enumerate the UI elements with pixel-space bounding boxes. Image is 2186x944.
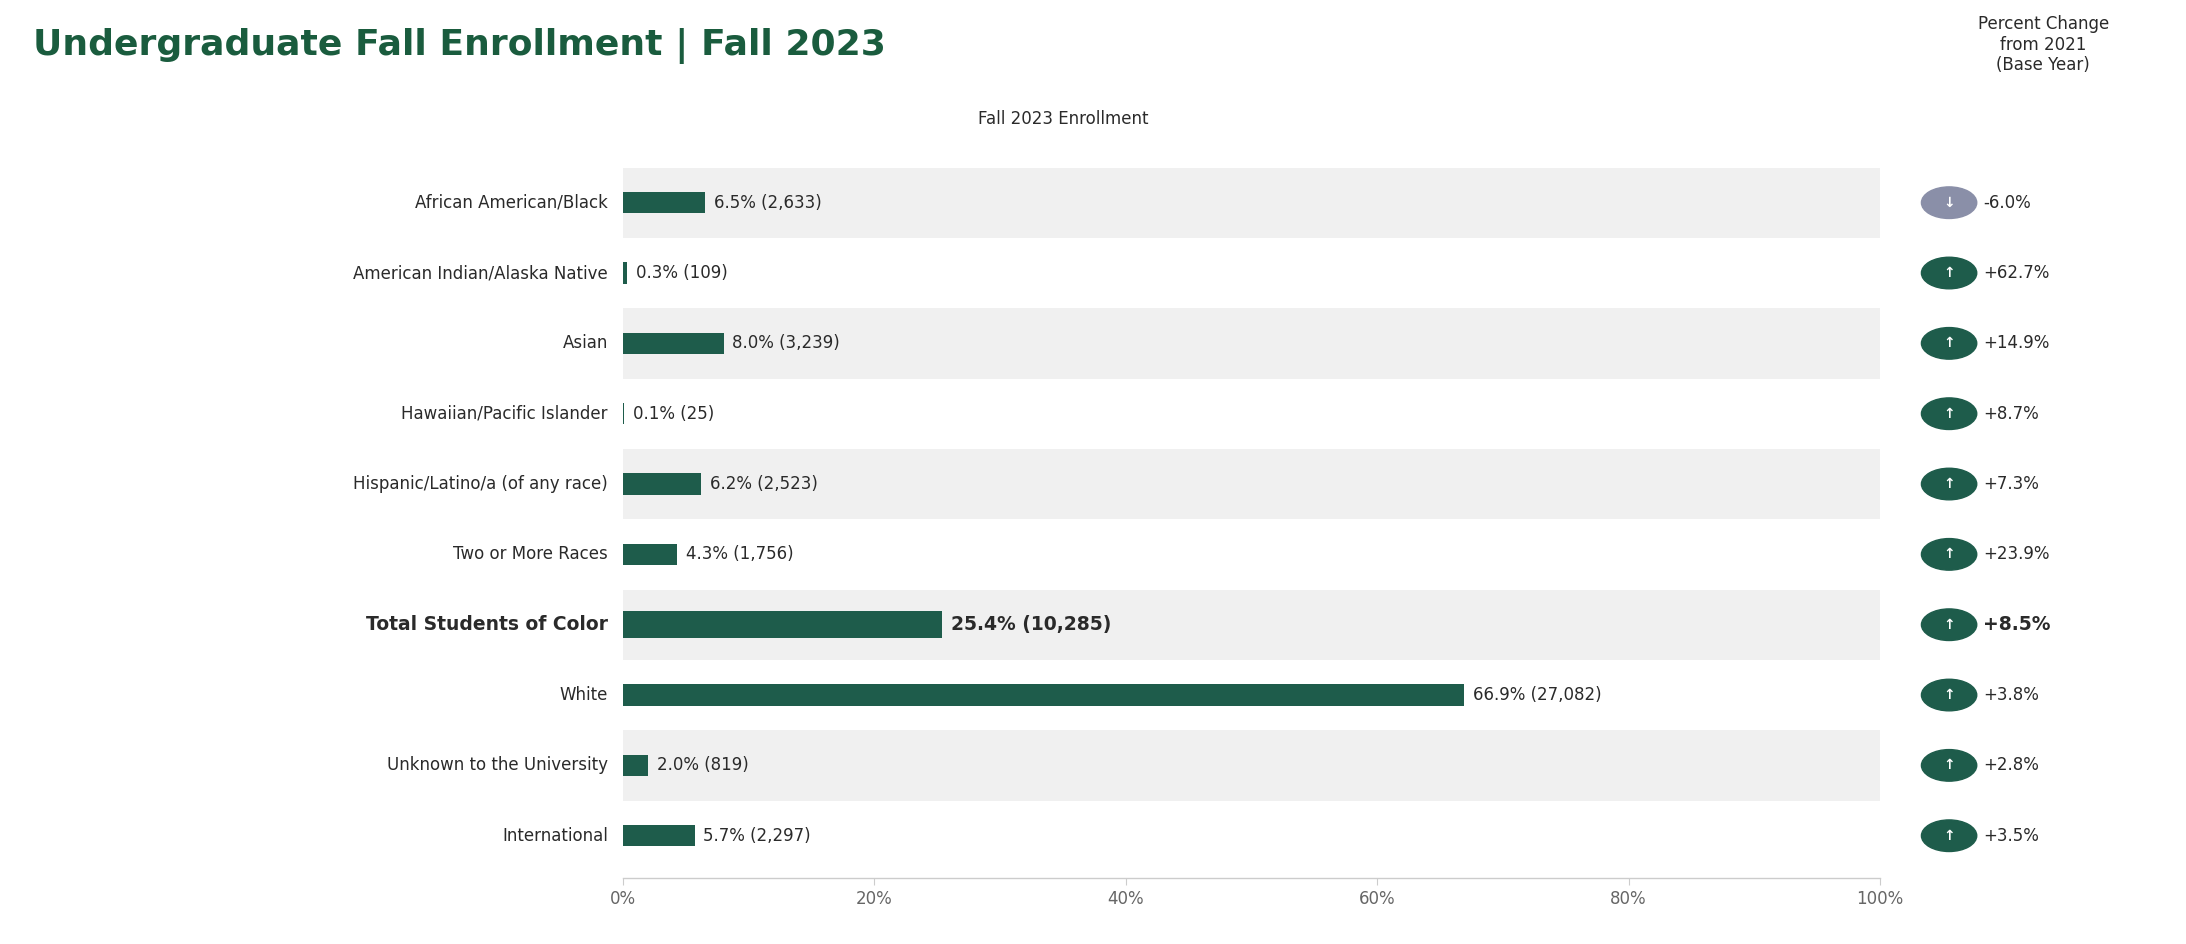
Text: +3.5%: +3.5% (1983, 827, 2040, 845)
Bar (623, 262, 627, 283)
Text: 8.0% (3,239): 8.0% (3,239) (732, 334, 839, 352)
Bar (623, 193, 704, 213)
Circle shape (1921, 539, 1976, 570)
Bar (623, 448, 1880, 519)
Text: +7.3%: +7.3% (1983, 475, 2040, 493)
Circle shape (1921, 468, 1976, 499)
Text: 0.3% (109): 0.3% (109) (636, 264, 728, 282)
Circle shape (1921, 820, 1976, 851)
Text: African American/Black: African American/Black (415, 194, 608, 211)
Text: Percent Change
from 2021
(Base Year): Percent Change from 2021 (Base Year) (1978, 15, 2109, 75)
Circle shape (1921, 680, 1976, 711)
Circle shape (1921, 328, 1976, 359)
Text: Hispanic/Latino/a (of any race): Hispanic/Latino/a (of any race) (354, 475, 608, 493)
Text: ↓: ↓ (1943, 195, 1954, 210)
Text: 4.3% (1,756): 4.3% (1,756) (686, 546, 794, 564)
Text: International: International (503, 827, 608, 845)
Text: 6.5% (2,633): 6.5% (2,633) (713, 194, 822, 211)
Text: ↑: ↑ (1943, 617, 1954, 632)
Text: -6.0%: -6.0% (1983, 194, 2031, 211)
Text: ↑: ↑ (1943, 336, 1954, 350)
Bar (623, 167, 1880, 238)
Bar (623, 474, 702, 495)
Text: +8.7%: +8.7% (1983, 405, 2040, 423)
Bar (623, 731, 1880, 801)
Text: +3.8%: +3.8% (1983, 686, 2040, 704)
Text: Hawaiian/Pacific Islander: Hawaiian/Pacific Islander (402, 405, 608, 423)
Bar (623, 684, 1465, 705)
Text: Unknown to the University: Unknown to the University (387, 756, 608, 774)
Circle shape (1921, 750, 1976, 782)
Text: ↑: ↑ (1943, 758, 1954, 772)
Circle shape (1921, 257, 1976, 289)
Text: +2.8%: +2.8% (1983, 756, 2040, 774)
Circle shape (1921, 398, 1976, 430)
Text: ↑: ↑ (1943, 829, 1954, 843)
Text: 25.4% (10,285): 25.4% (10,285) (951, 615, 1110, 634)
Bar (623, 333, 724, 354)
Bar (623, 825, 695, 846)
Text: ↑: ↑ (1943, 548, 1954, 562)
Text: White: White (560, 686, 608, 704)
Text: ↑: ↑ (1943, 266, 1954, 280)
Circle shape (1921, 609, 1976, 640)
Text: +14.9%: +14.9% (1983, 334, 2050, 352)
Text: +23.9%: +23.9% (1983, 546, 2050, 564)
Bar (623, 544, 678, 565)
Text: ↑: ↑ (1943, 688, 1954, 702)
Text: +8.5%: +8.5% (1983, 615, 2050, 634)
Text: 0.1% (25): 0.1% (25) (634, 405, 715, 423)
Text: ↑: ↑ (1943, 477, 1954, 491)
Circle shape (1921, 187, 1976, 218)
Text: Asian: Asian (562, 334, 608, 352)
Text: Undergraduate Fall Enrollment | Fall 2023: Undergraduate Fall Enrollment | Fall 202… (33, 28, 885, 64)
Text: ↑: ↑ (1943, 407, 1954, 421)
Bar (623, 590, 1880, 660)
Bar (623, 755, 649, 776)
Text: +62.7%: +62.7% (1983, 264, 2050, 282)
Text: 5.7% (2,297): 5.7% (2,297) (704, 827, 811, 845)
Text: American Indian/Alaska Native: American Indian/Alaska Native (354, 264, 608, 282)
Text: Two or More Races: Two or More Races (453, 546, 608, 564)
Bar (623, 308, 1880, 379)
Bar (623, 612, 942, 638)
Text: 2.0% (819): 2.0% (819) (658, 756, 748, 774)
Text: 6.2% (2,523): 6.2% (2,523) (710, 475, 818, 493)
Text: 66.9% (27,082): 66.9% (27,082) (1473, 686, 1602, 704)
Text: Total Students of Color: Total Students of Color (365, 615, 608, 634)
Text: Fall 2023 Enrollment: Fall 2023 Enrollment (977, 110, 1148, 128)
